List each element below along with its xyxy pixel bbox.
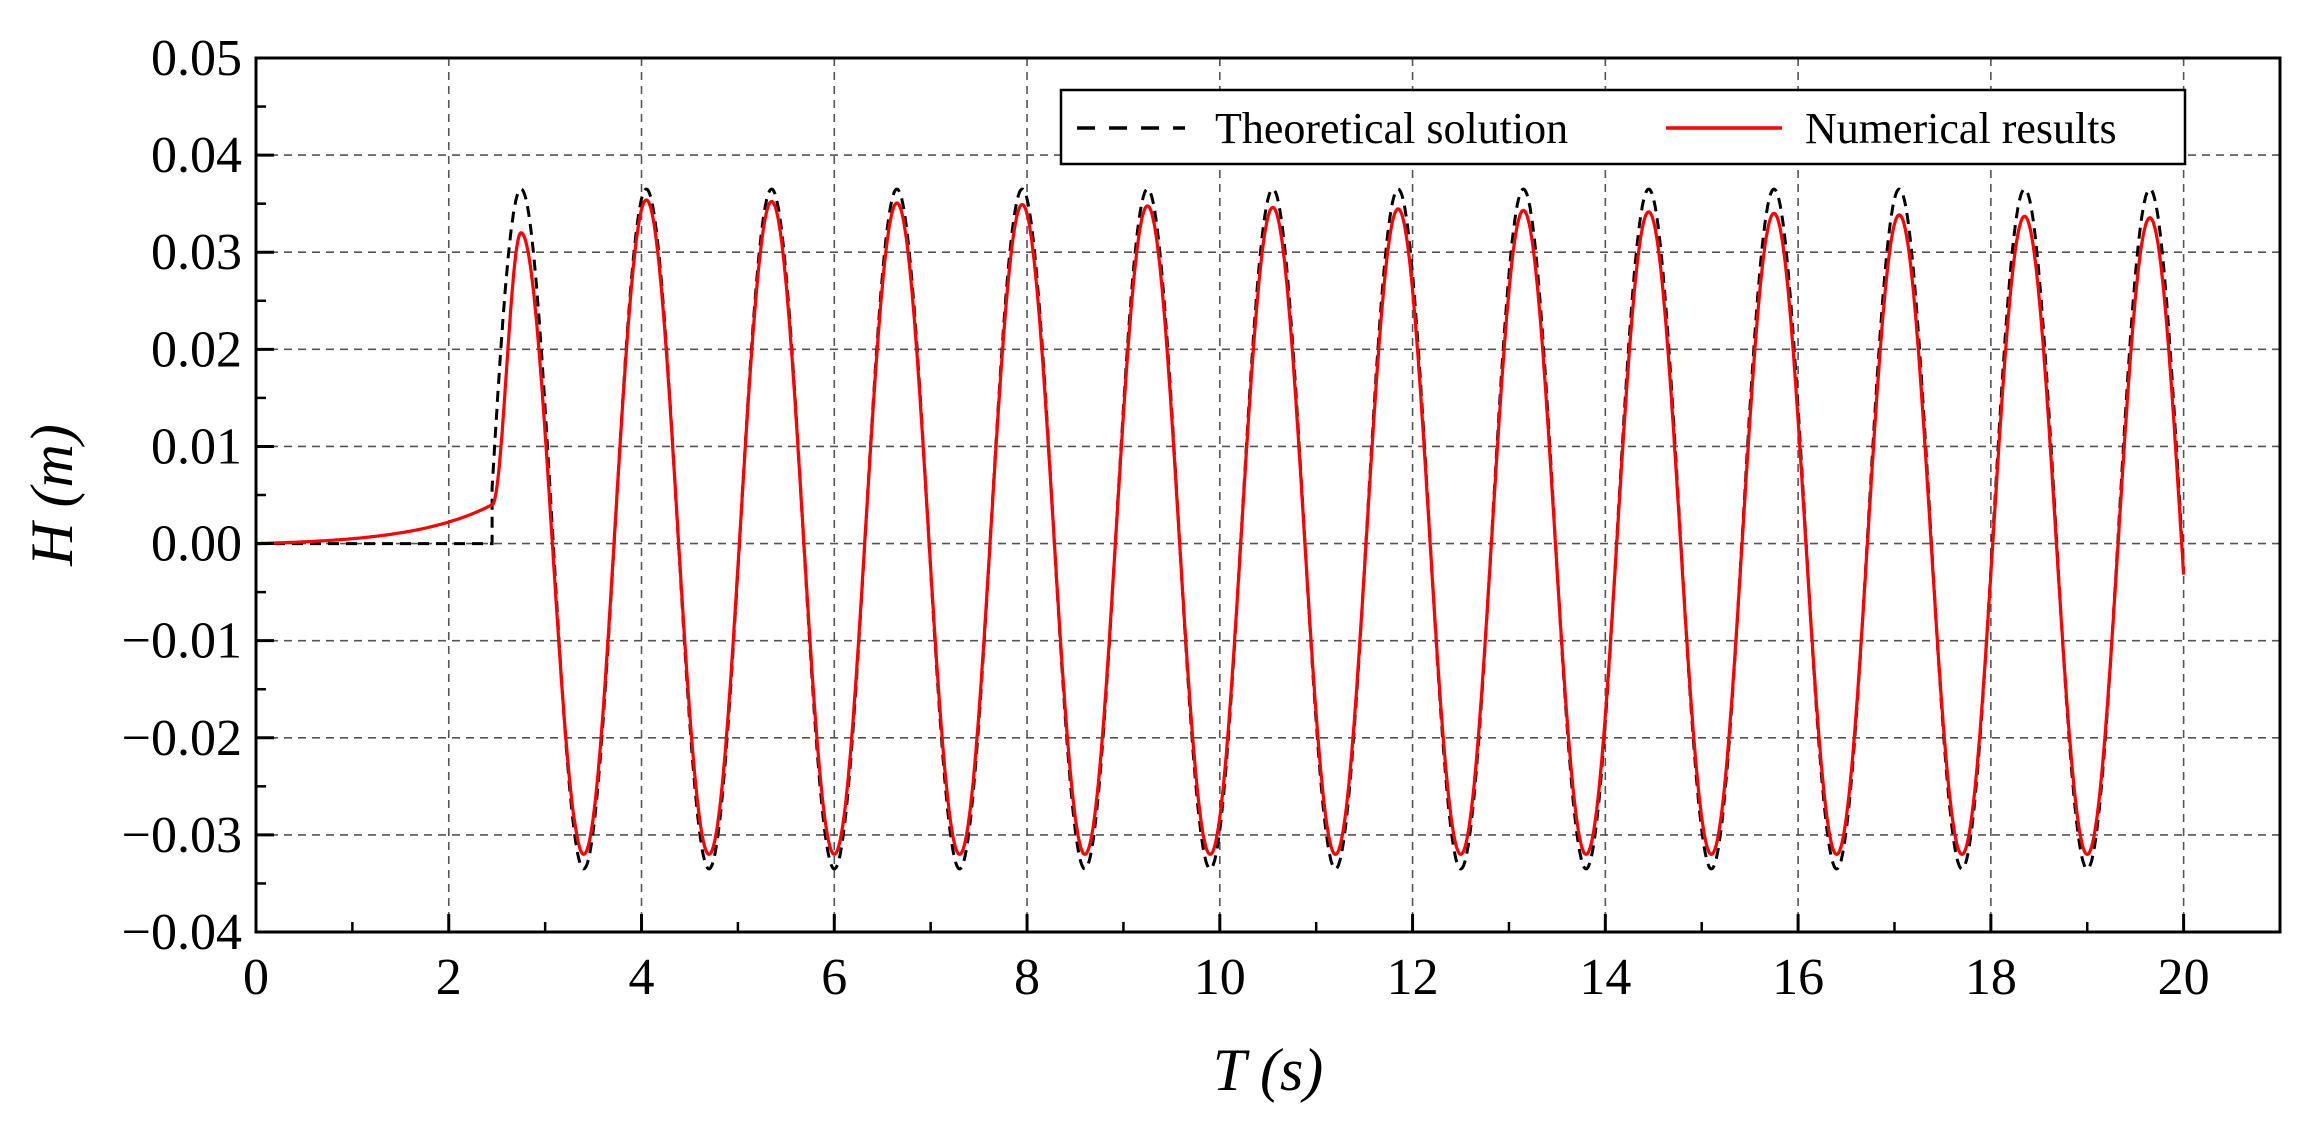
y-tick-label: 0.02 [151,321,242,378]
x-tick-labels: 0 2 4 6 8 10 12 14 16 18 20 [243,949,2210,1006]
x-tick-label: 12 [1387,949,1439,1006]
y-axis-title: H (m) [19,424,85,567]
legend-box [1059,88,2187,166]
x-tick-label: 20 [2158,949,2210,1006]
x-tick-label: 18 [1965,949,2017,1006]
grid-lines [256,58,2280,932]
x-tick-label: 0 [243,949,269,1006]
y-tick-label: 0.05 [151,30,242,87]
y-tick-label: 0.03 [151,224,242,281]
y-tick-label: 0.01 [151,418,242,475]
y-tick-label: −0.01 [122,613,242,670]
x-tick-label: 6 [821,949,847,1006]
x-tick-label: 14 [1579,949,1631,1006]
x-tick-label: 10 [1194,949,1246,1006]
y-tick-label: −0.02 [122,710,242,767]
x-tick-label: 16 [1772,949,1824,1006]
y-tick-labels: 0.05 0.04 0.03 0.02 0.01 0.00 −0.01 −0.02 −0.03 −… [122,30,242,961]
plot-frame [254,56,2282,934]
series-line-numerical [255,198,2186,856]
y-tick-label: 0.00 [151,516,242,573]
legend: Theoretical solution Numerical results [1059,88,2187,166]
x-tick-label: 8 [1014,949,1040,1006]
y-tick-label: 0.04 [151,127,242,184]
x-axis-title: T (s) [1213,1037,1324,1103]
y-tick-label: −0.03 [122,807,242,864]
x-tick-label: 2 [436,949,462,1006]
series-layer [255,187,2186,871]
legend-label-theoretical: Theoretical solution [1215,104,1568,153]
axis-ticks [254,56,2186,934]
y-tick-label: −0.04 [122,904,242,961]
legend-label-numerical: Numerical results [1805,104,2117,153]
x-tick-label: 4 [629,949,655,1006]
series-line-theoretical [256,187,2186,871]
